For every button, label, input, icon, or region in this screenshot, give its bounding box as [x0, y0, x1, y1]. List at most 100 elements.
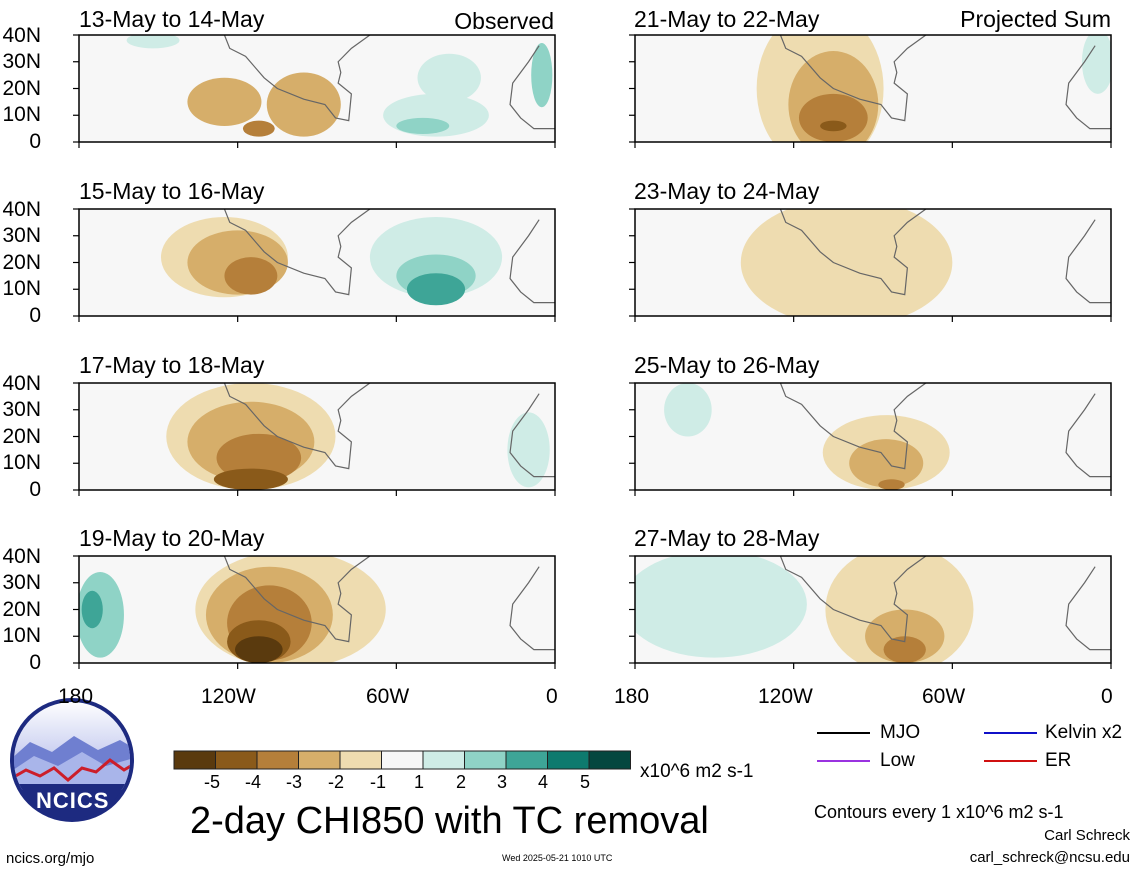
- panel-title-3: 17-May to 18-May: [79, 352, 265, 378]
- y-tick-label: 10N: [2, 624, 41, 647]
- coastline: [779, 556, 927, 643]
- y-tick-label: 20N: [2, 77, 41, 100]
- y-tick-label: 20N: [2, 598, 41, 621]
- map-panel-3: [73, 382, 556, 496]
- colorbar-tick: -5: [204, 772, 221, 792]
- coastline: [223, 383, 371, 470]
- x-tick-label: 180: [614, 685, 650, 708]
- map-panel-4: [73, 555, 556, 669]
- chi-contour-blob: [266, 72, 341, 137]
- coastline: [1065, 566, 1111, 651]
- coastline: [223, 209, 371, 296]
- x-tick-label: 60W: [366, 685, 410, 708]
- y-tick-label: 40N: [2, 24, 41, 47]
- map-panel-2: [73, 208, 556, 322]
- colorbar-tick: -4: [245, 772, 262, 792]
- y-tick-label: 30N: [2, 571, 41, 594]
- coastline: [223, 556, 371, 643]
- panel-title-5: 21-May to 22-May: [634, 6, 820, 32]
- footer-timestamp: Wed 2025-05-21 1010 UTC: [502, 853, 613, 863]
- chi-contour-blob: [213, 468, 288, 490]
- chi-contour-blob: [531, 43, 553, 108]
- chi-contour-blob: [635, 556, 807, 658]
- colorbar-tick: -2: [328, 772, 345, 792]
- chi-contour-blob: [820, 120, 847, 132]
- map-panel-5: [629, 34, 1112, 148]
- panel-title-4: 19-May to 20-May: [79, 525, 265, 551]
- legend-lines: [817, 732, 1037, 762]
- y-tick-label: 40N: [2, 545, 41, 568]
- y-tick-label: 30N: [2, 398, 41, 421]
- coastline: [223, 35, 371, 122]
- panel-title-7: 25-May to 26-May: [634, 352, 820, 378]
- observed-tag: Observed: [454, 8, 554, 34]
- chi-contour-blob: [396, 117, 450, 134]
- map-panel-7: [629, 382, 1112, 496]
- coastline: [1065, 393, 1111, 478]
- y-tick-label: 10N: [2, 277, 41, 300]
- coastline: [779, 35, 927, 122]
- colorbar-units: x10^6 m2 s-1: [640, 761, 754, 782]
- y-tick-label: 10N: [2, 103, 41, 126]
- colorbar-tick: 1: [414, 772, 425, 792]
- y-tick-label: 30N: [2, 224, 41, 247]
- y-tick-label: 40N: [2, 198, 41, 221]
- coastline: [509, 393, 555, 478]
- y-tick-label: 0: [29, 304, 41, 327]
- colorbar-swatch: [339, 750, 382, 770]
- coastline: [779, 209, 927, 296]
- y-tick-label: 0: [29, 130, 41, 153]
- footer-url: ncics.org/mjo: [6, 850, 95, 867]
- chi-contour-blob: [242, 120, 275, 137]
- chi-contour-blob: [126, 35, 180, 49]
- colorbar-swatch: [215, 750, 258, 770]
- colorbar-swatch: [422, 750, 465, 770]
- colorbar-tick: 5: [580, 772, 591, 792]
- panel-title-8: 27-May to 28-May: [634, 525, 820, 551]
- y-tick-label: 20N: [2, 251, 41, 274]
- coastline: [1065, 45, 1111, 130]
- contour-note: Contours every 1 x10^6 m2 s-1: [814, 802, 1064, 822]
- colorbar-tick: -3: [286, 772, 303, 792]
- y-tick-label: 40N: [2, 372, 41, 395]
- colorbar-swatch: [256, 750, 299, 770]
- chi-contour-blob: [81, 590, 103, 629]
- chi-contour-blob: [224, 257, 278, 295]
- coastline: [509, 219, 555, 304]
- y-tick-label: 30N: [2, 50, 41, 73]
- colorbar-swatch: [505, 750, 548, 770]
- coastline: [509, 566, 555, 651]
- x-tick-label: 0: [546, 685, 558, 708]
- map-panel-1: [73, 34, 556, 148]
- chi-contour-blob: [417, 53, 481, 102]
- chi-contour-blob: [1081, 35, 1111, 94]
- legend-mjo-label: MJO: [880, 722, 921, 743]
- map-panel-8: [629, 555, 1112, 669]
- panels-layer: [73, 34, 1112, 669]
- colorbar-swatch: [173, 750, 216, 770]
- panel-title-1: 13-May to 14-May: [79, 6, 265, 32]
- x-tick-label: 120W: [758, 685, 813, 708]
- map-panel-6: [629, 208, 1112, 322]
- ncics-logo: [10, 698, 134, 822]
- projected-tag: Projected Sum: [960, 6, 1111, 32]
- colorbar-swatch: [464, 750, 507, 770]
- footer-author: Carl Schreck: [1044, 827, 1130, 844]
- colorbar-swatch: [547, 750, 590, 770]
- y-tick-label: 0: [29, 651, 41, 674]
- panel-title-2: 15-May to 16-May: [79, 178, 265, 204]
- coastline: [779, 383, 927, 470]
- chi-contour-blob: [878, 479, 905, 490]
- colorbar-tick: 2: [456, 772, 467, 792]
- colorbar-tick: 4: [538, 772, 549, 792]
- colorbar-swatch: [381, 750, 424, 770]
- coastline: [509, 45, 555, 130]
- coastline: [1065, 219, 1111, 304]
- colorbar-tick: -1: [370, 772, 387, 792]
- y-tick-label: 0: [29, 478, 41, 501]
- chi-contour-blob: [664, 383, 712, 437]
- x-tick-label: 180: [58, 685, 94, 708]
- legend-er-label: ER: [1045, 750, 1072, 771]
- x-tick-label: 60W: [922, 685, 966, 708]
